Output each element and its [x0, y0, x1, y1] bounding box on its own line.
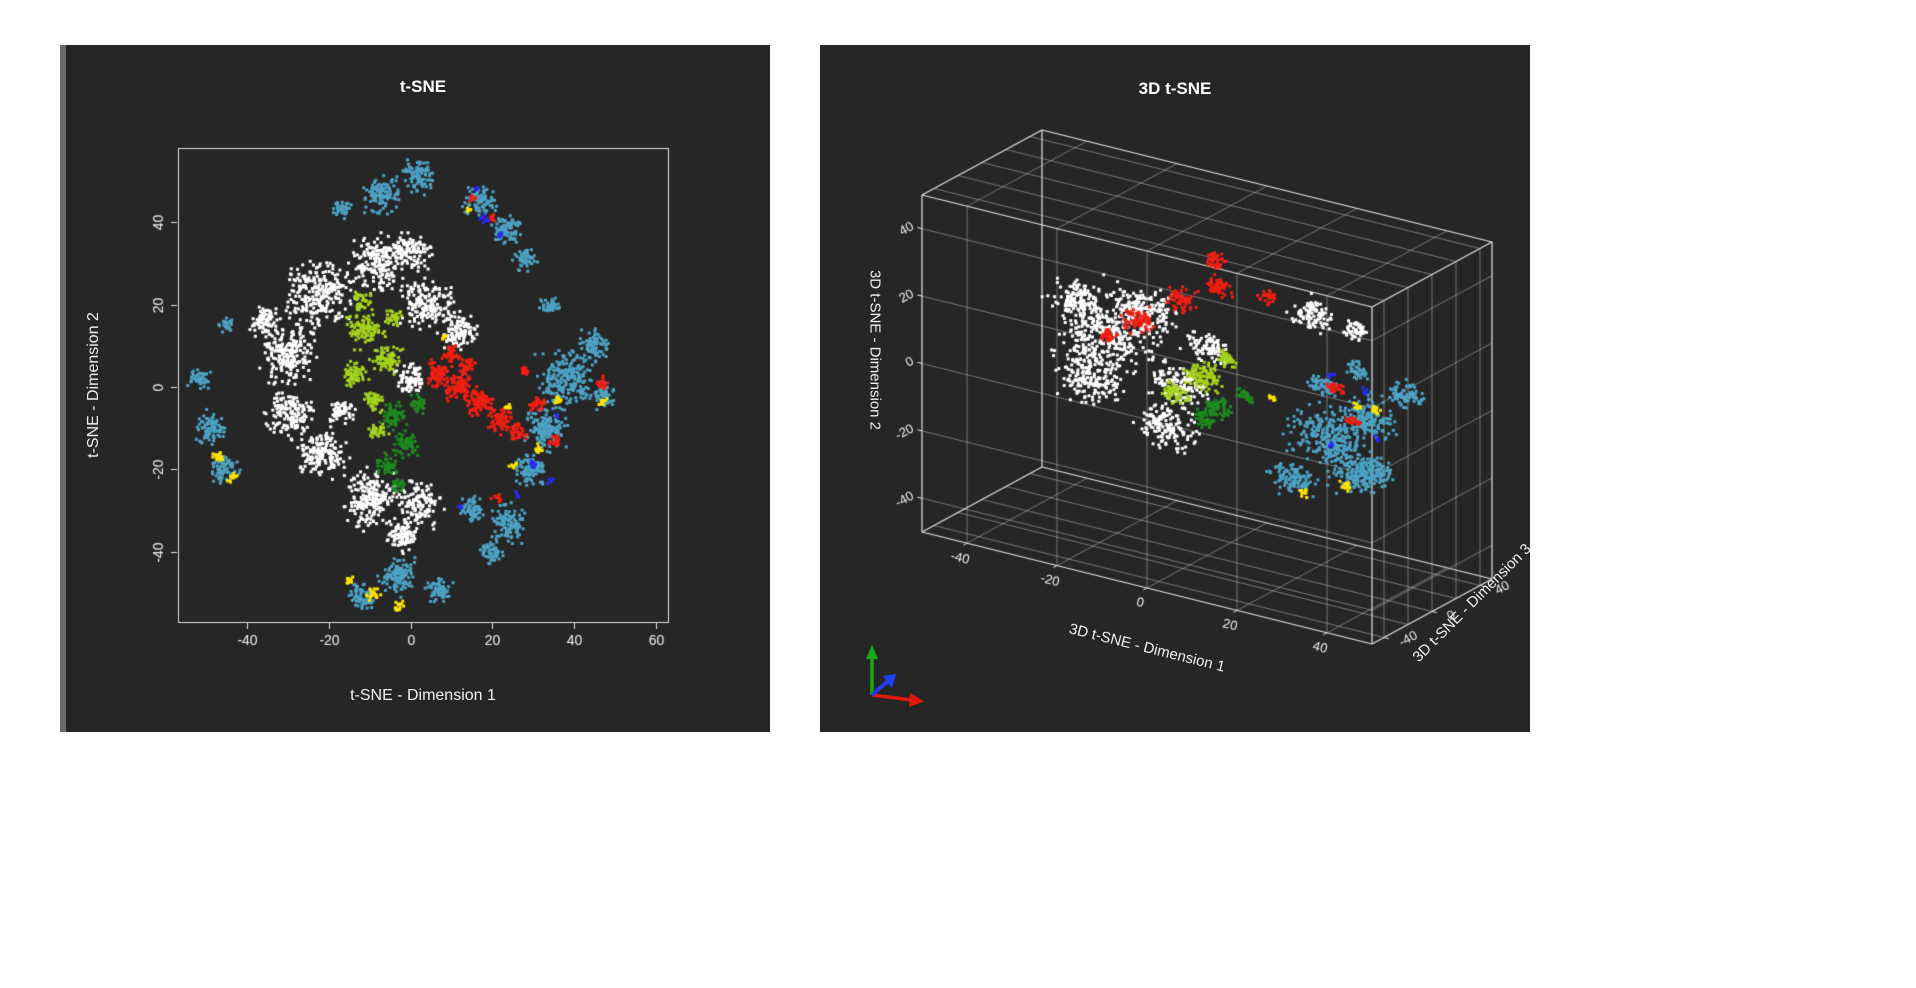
tsne-3d-title: 3D t-SNE	[1138, 79, 1212, 98]
tsne-3d-figure-panel: 3D t-SNE 3D t-SNE - Dimension 1 3D t-SNE…	[820, 45, 1535, 732]
tsne-2d-plot-canvas[interactable]	[60, 45, 770, 732]
tsne-3d-plot-canvas[interactable]	[820, 45, 1530, 732]
orientation-triad-icon	[866, 645, 924, 707]
tsne-2d-xaxis-label: t-SNE - Dimension 1	[350, 687, 496, 704]
tsne-2d-figure-panel: t-SNE t-SNE - Dimension 1 t-SNE - Dimens…	[60, 45, 770, 732]
tsne-3d-dim2-axis-label: 3D t-SNE - Dimension 2	[866, 269, 884, 431]
tsne-2d-title: t-SNE	[399, 77, 447, 96]
tsne-2d-yaxis-label: t-SNE - Dimension 2	[85, 312, 102, 458]
